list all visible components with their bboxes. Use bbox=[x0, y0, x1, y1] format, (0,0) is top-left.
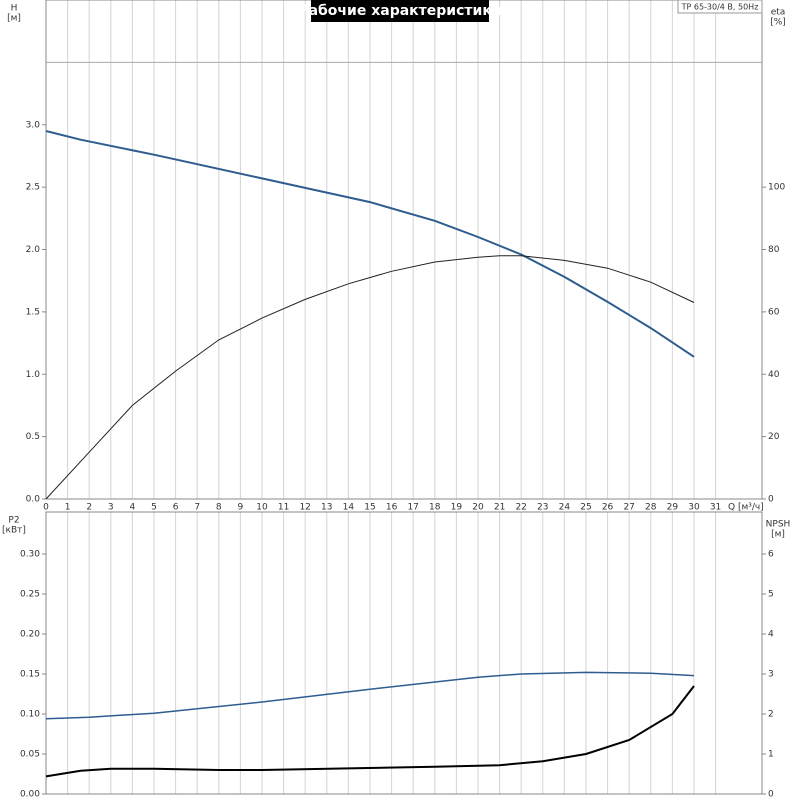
curve bbox=[45, 130, 695, 358]
x-tick-label: 14 bbox=[343, 503, 355, 513]
curve bbox=[45, 671, 695, 720]
y2-tick-label: 3 bbox=[768, 670, 774, 680]
curve bbox=[45, 255, 695, 500]
x-tick-label: 24 bbox=[559, 503, 571, 513]
y-tick-label: 2.5 bbox=[26, 183, 40, 193]
y2-axis-unit: [%] bbox=[770, 18, 786, 28]
y2-tick-label: 60 bbox=[768, 307, 780, 317]
x-tick-label: 12 bbox=[299, 503, 310, 513]
y-tick-label: 0.15 bbox=[20, 670, 40, 680]
x-tick-label: 26 bbox=[602, 503, 614, 513]
y2-tick-label: 40 bbox=[768, 370, 780, 380]
x-tick-label: 27 bbox=[623, 503, 634, 513]
y-tick-label: 0.20 bbox=[20, 630, 40, 640]
x-tick-label: 15 bbox=[364, 503, 375, 513]
y-axis-label: P2 bbox=[8, 516, 19, 526]
y-tick-label: 1.5 bbox=[26, 307, 40, 317]
y-tick-label: 0.05 bbox=[20, 750, 40, 760]
y2-tick-label: 4 bbox=[768, 630, 774, 640]
y-tick-label: 0.5 bbox=[26, 432, 40, 442]
y2-axis-label: NPSH bbox=[766, 520, 791, 530]
x-tick-label: 17 bbox=[407, 503, 418, 513]
y2-tick-label: 80 bbox=[768, 245, 780, 255]
y2-tick-label: 6 bbox=[768, 550, 774, 560]
x-tick-label: 7 bbox=[194, 503, 200, 513]
y-axis-unit: [м] bbox=[7, 14, 21, 24]
x-tick-label: 0 bbox=[43, 503, 49, 513]
x-tick-label: 16 bbox=[386, 503, 398, 513]
x-tick-label: 2 bbox=[86, 503, 92, 513]
y2-tick-label: 2 bbox=[768, 710, 774, 720]
x-tick-label: 11 bbox=[278, 503, 289, 513]
x-tick-label: 9 bbox=[238, 503, 244, 513]
x-tick-label: 31 bbox=[710, 503, 721, 513]
x-tick-label: 5 bbox=[151, 503, 157, 513]
x-tick-label: 28 bbox=[645, 503, 657, 513]
x-tick-label: 25 bbox=[580, 503, 591, 513]
x-tick-label: 30 bbox=[688, 503, 700, 513]
y-axis-label: H bbox=[11, 4, 18, 14]
y2-tick-label: 0 bbox=[768, 495, 774, 505]
x-tick-label: 1 bbox=[65, 503, 71, 513]
x-tick-label: 19 bbox=[451, 503, 463, 513]
y-tick-label: 0.0 bbox=[26, 495, 41, 505]
plot-frame bbox=[45, 511, 763, 795]
y-tick-label: 2.0 bbox=[26, 245, 41, 255]
title-box bbox=[311, 0, 489, 22]
x-tick-label: 18 bbox=[429, 503, 441, 513]
y-tick-label: 0.10 bbox=[20, 710, 40, 720]
annotation-box bbox=[677, 0, 763, 14]
x-tick-label: 10 bbox=[256, 503, 268, 513]
x-tick-label: 13 bbox=[321, 503, 332, 513]
annotation: TP 65-30/4 B, 50Hz bbox=[681, 3, 759, 12]
curve bbox=[45, 685, 695, 778]
x-axis-label: Q [м³/ч] bbox=[728, 503, 764, 513]
x-tick-label: 29 bbox=[667, 503, 679, 513]
chart-title: Рабочие характеристики bbox=[298, 3, 501, 19]
x-tick-label: 21 bbox=[494, 503, 505, 513]
y-tick-label: 3.0 bbox=[26, 120, 41, 130]
x-tick-label: 8 bbox=[216, 503, 222, 513]
plot-frame bbox=[45, 0, 763, 500]
y-axis-unit: [кВт] bbox=[2, 526, 26, 536]
x-tick-label: 23 bbox=[537, 503, 548, 513]
y-tick-label: 0.30 bbox=[20, 550, 40, 560]
y-tick-label: 0.25 bbox=[20, 590, 40, 600]
x-tick-label: 4 bbox=[130, 503, 136, 513]
y2-tick-label: 0 bbox=[768, 790, 774, 800]
y2-tick-label: 1 bbox=[768, 750, 774, 760]
y2-tick-label: 100 bbox=[768, 183, 785, 193]
y-tick-label: 0.00 bbox=[20, 790, 40, 800]
y-tick-label: 1.0 bbox=[26, 370, 41, 380]
x-tick-label: 3 bbox=[108, 503, 114, 513]
y2-tick-label: 20 bbox=[768, 432, 780, 442]
y2-axis-unit: [м] bbox=[771, 530, 785, 540]
x-tick-label: 22 bbox=[515, 503, 526, 513]
x-tick-label: 6 bbox=[173, 503, 179, 513]
x-tick-label: 20 bbox=[472, 503, 484, 513]
y2-tick-label: 5 bbox=[768, 590, 774, 600]
y2-axis-label: eta bbox=[771, 8, 786, 18]
